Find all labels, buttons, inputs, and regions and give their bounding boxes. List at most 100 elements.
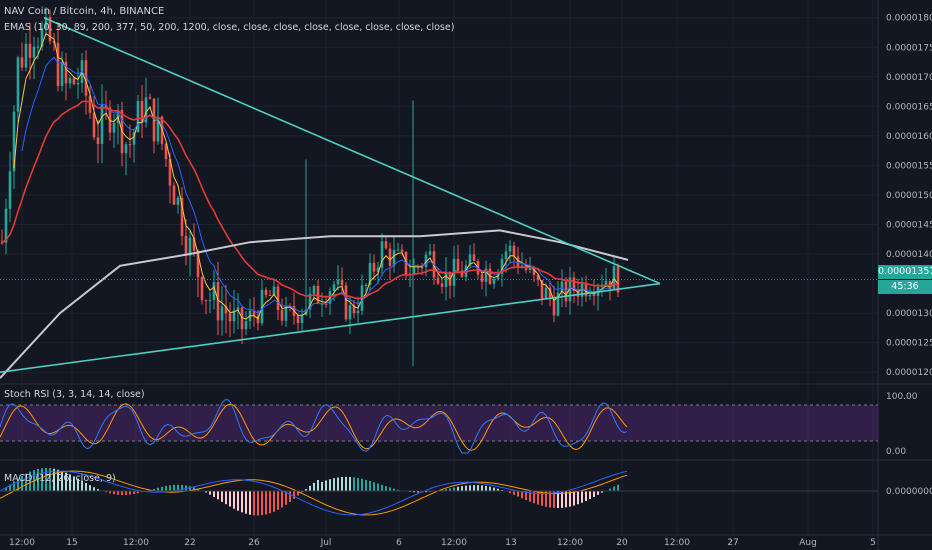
macd-histogram-bar (269, 491, 271, 514)
macd-histogram-bar (233, 491, 235, 509)
macd-histogram-bar (369, 480, 371, 491)
macd-histogram-bar (41, 468, 43, 491)
macd-histogram-bar (565, 491, 567, 508)
time-tick-label: 27 (727, 538, 738, 548)
candle-body (96, 137, 100, 144)
macd-histogram-bar (617, 484, 619, 491)
candle-body (52, 41, 56, 43)
candle-body (240, 307, 244, 330)
candle-body (192, 237, 196, 251)
candle-body (8, 171, 12, 209)
macd-histogram-bar (313, 482, 315, 491)
macd-histogram-bar (365, 479, 367, 491)
candle-body (76, 82, 80, 85)
macd-histogram-bar (465, 485, 467, 491)
candle-body (380, 241, 384, 268)
macd-histogram-bar (21, 475, 23, 491)
macd-histogram-bar (17, 478, 19, 491)
candle-body (220, 306, 224, 321)
candle-body (208, 300, 212, 302)
macd-histogram-bar (353, 477, 355, 491)
candle-body (344, 285, 348, 320)
macd-histogram-bar (217, 491, 219, 500)
candle-body (592, 294, 596, 296)
macd-label: MACD (12, 26, close, 9) (4, 473, 116, 484)
candle-body (32, 46, 36, 58)
candle-body (172, 185, 176, 205)
time-tick-label: Jul (320, 538, 332, 548)
candle-body (264, 289, 268, 296)
candle-body (456, 258, 460, 271)
candle-body (568, 277, 572, 302)
macd-histogram-bar (245, 491, 247, 514)
candle-body (112, 122, 116, 133)
macd-histogram-bar (225, 491, 227, 505)
macd-histogram-bar (57, 469, 59, 491)
macd-histogram-bar (457, 486, 459, 491)
macd-histogram-bar (613, 486, 615, 491)
candle-body (512, 245, 516, 257)
candle-body (48, 17, 52, 42)
macd-histogram-bar (289, 491, 291, 502)
candle-body (64, 61, 68, 84)
macd-histogram-bar (569, 491, 571, 507)
time-tick-label: 26 (248, 538, 260, 548)
macd-histogram-bar (477, 485, 479, 491)
candle-body (548, 287, 552, 298)
macd-histogram-bar (9, 484, 11, 491)
macd-histogram-bar (541, 491, 543, 506)
candle-body (200, 277, 204, 301)
last-price-tag: 0.00001357 (878, 265, 932, 279)
macd-histogram-bar (509, 491, 511, 494)
candle-body (144, 97, 148, 123)
candle-body (184, 235, 188, 256)
candle-body (268, 295, 272, 297)
candle-body (84, 60, 88, 96)
candle-body (224, 306, 228, 314)
macd-histogram-bar (449, 488, 451, 491)
candle-body (496, 274, 500, 280)
candle-body (412, 266, 416, 275)
macd-histogram-bar (473, 485, 475, 491)
macd-histogram-bar (109, 491, 111, 494)
candle-body (16, 57, 20, 112)
candle-body (364, 284, 368, 286)
macd-histogram-bar (153, 488, 155, 491)
candle-body (168, 159, 172, 186)
macd-histogram-bar (133, 491, 135, 494)
candle-body (300, 314, 304, 324)
macd-histogram-bar (357, 477, 359, 491)
candle-body (280, 309, 284, 321)
macd-histogram-bar (89, 485, 91, 491)
lower-trendline (0, 282, 661, 373)
candle-body (348, 305, 352, 320)
time-tick-label: 12:00 (664, 538, 690, 548)
macd-histogram-bar (517, 491, 519, 497)
macd-histogram-bar (277, 491, 279, 510)
candle-body (440, 283, 444, 287)
macd-histogram-bar (165, 485, 167, 491)
candle-body (572, 277, 576, 291)
macd-histogram-bar (5, 487, 7, 491)
macd-histogram-bar (589, 491, 591, 499)
macd-histogram-bar (381, 484, 383, 491)
candle-body (384, 241, 388, 249)
candle-body (556, 292, 560, 316)
macd-histogram-bar (45, 468, 47, 491)
macd-histogram-bar (493, 487, 495, 491)
macd-histogram-bar (537, 491, 539, 505)
candle-body (176, 197, 180, 205)
macd-histogram-bar (61, 470, 63, 491)
macd-histogram-bar (205, 491, 207, 493)
candle-body (164, 143, 168, 160)
candle-body (320, 303, 324, 305)
stoch-k-line (0, 399, 628, 454)
candle-body (180, 197, 184, 236)
candle-body (612, 266, 616, 289)
